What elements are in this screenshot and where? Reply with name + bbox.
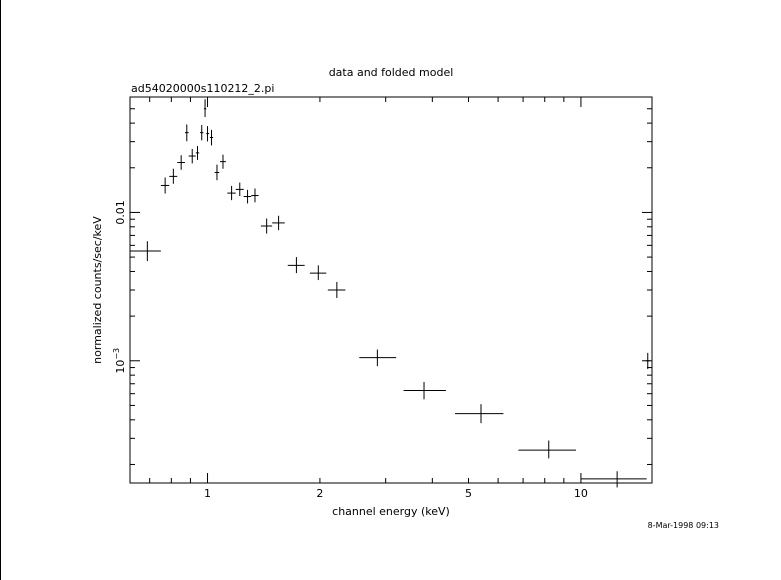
y-tick-label-exponent: −3	[112, 348, 121, 360]
chart-title: data and folded model	[329, 66, 454, 79]
data-point	[272, 215, 285, 231]
y-tick-label: 0.01	[114, 200, 127, 225]
y-axis-tick-labels: 0.01 10−3	[112, 200, 127, 373]
data-point	[209, 129, 214, 146]
chart-subtitle: ad54020000s110212_2.pi	[131, 82, 274, 95]
data-point	[309, 265, 327, 281]
y-axis-ticks	[130, 96, 652, 465]
data-points	[130, 99, 650, 488]
data-point	[188, 148, 196, 164]
data-point	[203, 99, 207, 117]
data-point	[327, 281, 346, 298]
data-point	[160, 177, 170, 194]
x-tick-label: 5	[465, 487, 472, 500]
x-axis-ticks	[149, 97, 582, 483]
data-point	[220, 154, 226, 169]
data-point	[235, 182, 244, 197]
data-point	[251, 188, 259, 203]
data-point	[214, 164, 220, 181]
x-tick-label: 2	[316, 487, 323, 500]
window-left-edge	[0, 0, 1, 580]
y-tick-label: 10−3	[112, 348, 127, 374]
plot-frame	[129, 96, 653, 484]
plot-timestamp: 8-Mar-1998 09:13	[648, 521, 719, 530]
data-point	[227, 185, 236, 201]
data-point	[195, 146, 200, 160]
data-point	[130, 241, 161, 262]
y-axis-label: normalized counts/sec/keV	[91, 216, 104, 364]
data-point	[177, 155, 185, 170]
data-point	[403, 381, 446, 400]
data-point	[580, 471, 647, 488]
x-axis-tick-labels: 1 2 5 10	[204, 487, 588, 500]
data-point	[260, 218, 273, 234]
data-point	[645, 352, 650, 370]
data-point	[359, 349, 397, 367]
x-tick-label: 1	[204, 487, 211, 500]
data-point	[200, 125, 204, 141]
x-axis-label: channel energy (keV)	[332, 505, 450, 518]
data-point	[243, 189, 252, 204]
data-point	[287, 257, 305, 274]
data-point	[455, 404, 504, 424]
data-point	[169, 168, 178, 184]
data-point	[518, 440, 576, 459]
data-point	[184, 124, 189, 142]
x-tick-label: 10	[574, 487, 588, 500]
data-point	[206, 126, 210, 142]
